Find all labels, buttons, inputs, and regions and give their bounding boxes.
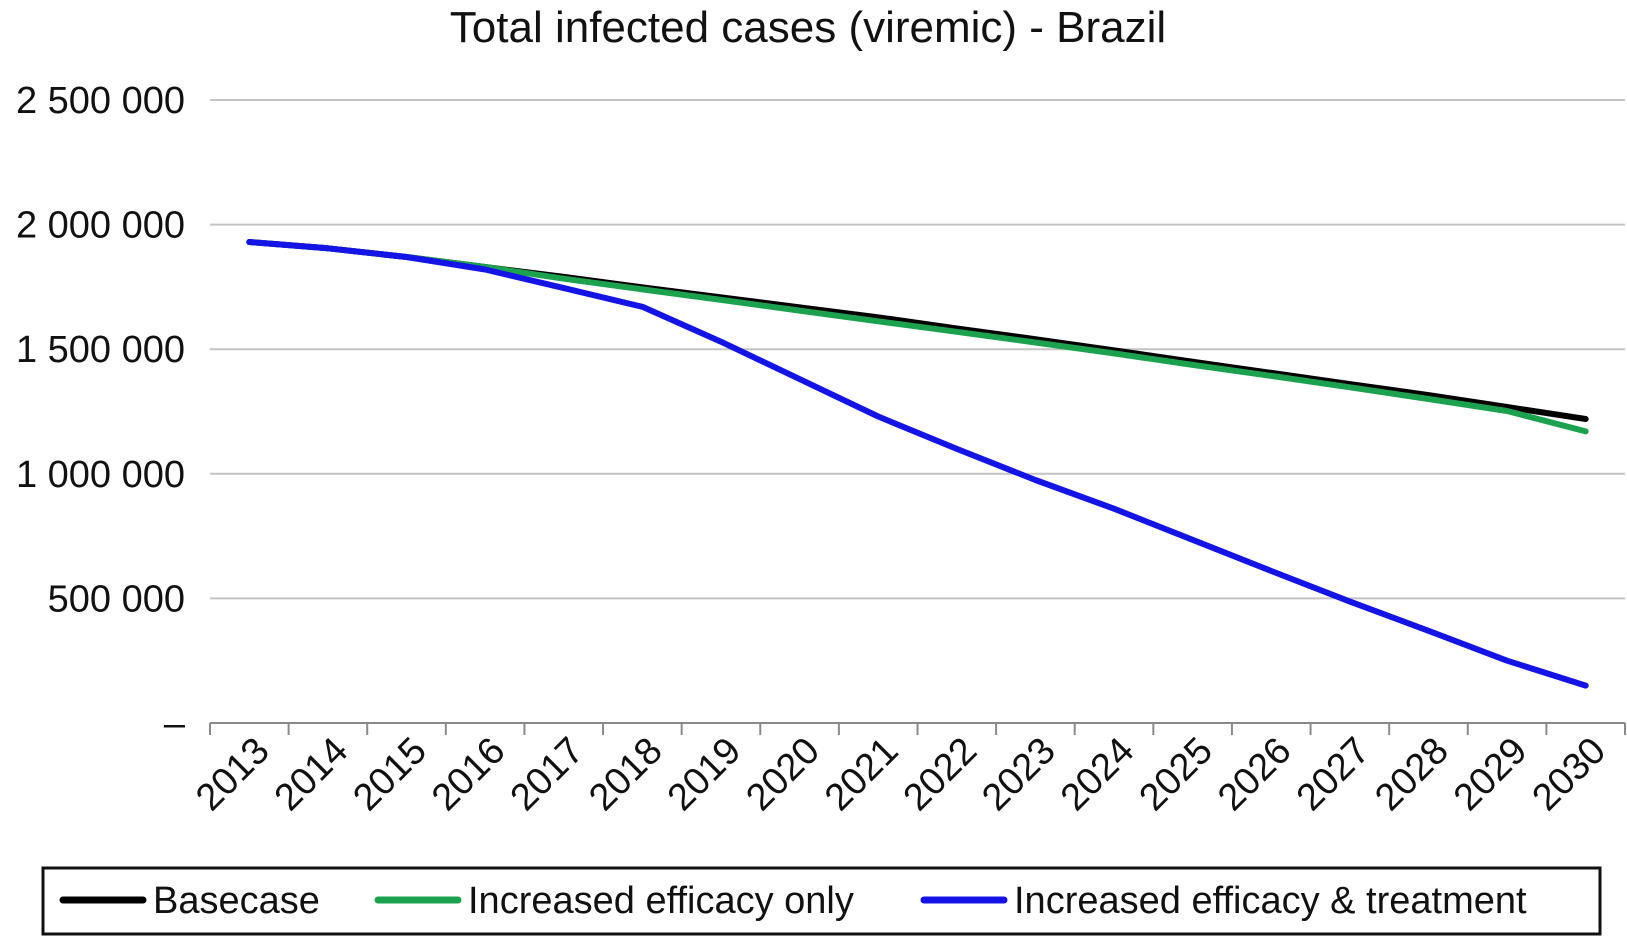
x-tick-label: 2025	[1132, 730, 1221, 819]
series-line-2	[246, 239, 1589, 689]
y-tick-label: 1 500 000	[16, 329, 185, 371]
x-tick-label: 2019	[660, 730, 749, 819]
legend: Basecase Increased efficacy only Increased…	[41, 866, 1602, 936]
x-tick-label: 2024	[1053, 730, 1142, 819]
x-tick-label: 2028	[1367, 730, 1456, 819]
legend-label-2: Increased efficacy & treatment	[1014, 880, 1527, 922]
chart-title: Total infected cases (viremic) - Brazil	[450, 3, 1166, 52]
x-tick-label: 2027	[1289, 730, 1378, 819]
x-tick-label: 2018	[581, 730, 670, 819]
x-tick-label: 2023	[974, 730, 1063, 819]
y-tick-label: 1 000 000	[16, 454, 185, 496]
series-line-1	[246, 239, 1589, 435]
x-tick-label: 2015	[345, 730, 434, 819]
x-tick-label: 2013	[188, 730, 277, 819]
x-tick-label: 2030	[1525, 730, 1614, 819]
x-tick-label: 2017	[503, 730, 592, 819]
x-tick-label: 2020	[738, 730, 827, 819]
legend-label-1: Increased efficacy only	[468, 880, 854, 922]
gridlines	[210, 99, 1625, 600]
x-tick-label: 2026	[1210, 730, 1299, 819]
y-tick-label: 2 500 000	[16, 80, 185, 122]
series-lines	[246, 239, 1589, 689]
x-tick-label: 2014	[267, 730, 356, 819]
y-tick-label: 2 000 000	[16, 205, 185, 247]
legend-label-0: Basecase	[153, 880, 320, 922]
y-tick-label: –	[164, 703, 186, 745]
y-tick-label: 500 000	[48, 578, 185, 620]
x-tick-label: 2021	[817, 730, 906, 819]
y-axis-ticks: – 500 000 1 000 000 1 500 000 2 000 000 2 500…	[16, 80, 186, 745]
x-tick-label: 2022	[896, 730, 985, 819]
x-tick-label: 2016	[424, 730, 513, 819]
legend-box	[41, 866, 1602, 936]
x-axis: 2013201420152016201720182019202020212022…	[188, 722, 1626, 819]
x-tick-label: 2029	[1446, 730, 1535, 819]
